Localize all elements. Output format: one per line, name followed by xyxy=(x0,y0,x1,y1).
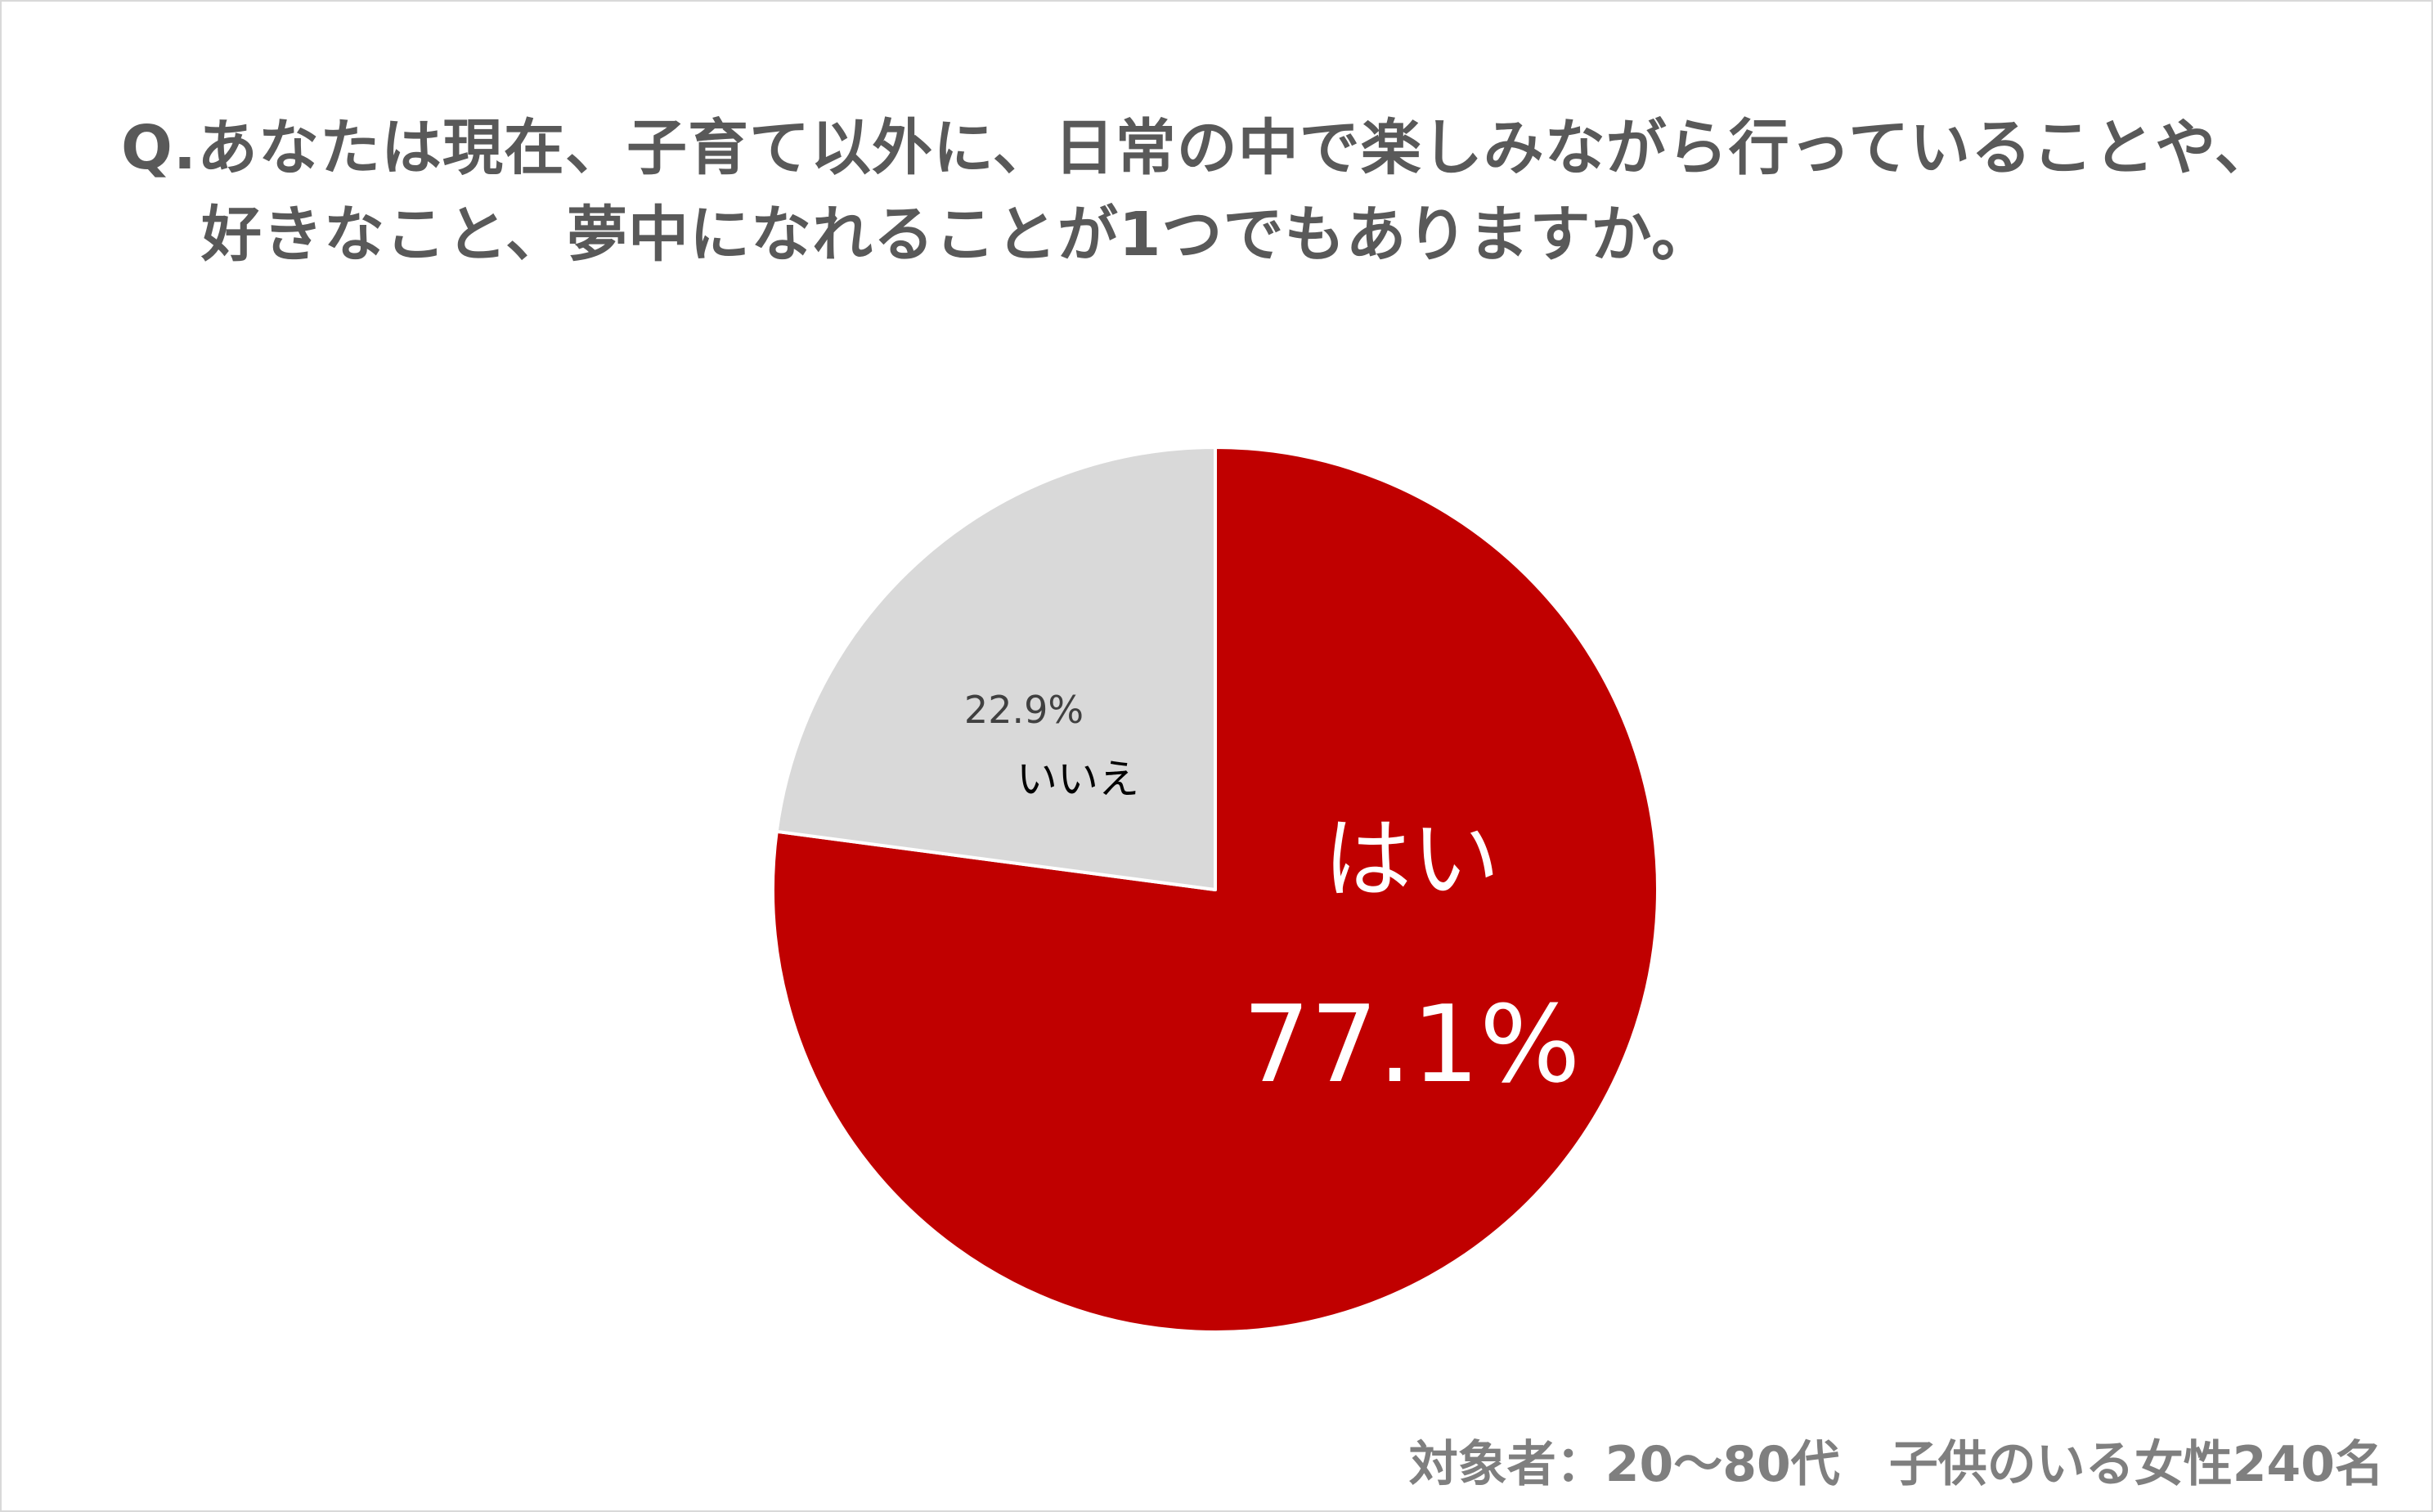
pie-slice-no xyxy=(774,446,1217,891)
pie-slices xyxy=(771,446,1659,1334)
title-line-2: 好きなこと、夢中になれることが1つでもありますか。 xyxy=(201,200,1713,270)
slice-label-no: いいえ xyxy=(1017,756,1139,803)
pie-labels: はい 77.1% いいえ 22.9% xyxy=(964,688,1581,1106)
chart-title: Q.あなたは現在、子育て以外に、日常の中で楽しみながら行っていることや、 好きな… xyxy=(121,105,2276,278)
respondent-footnote: 対象者：20～80代 子供のいる女性240名 xyxy=(1408,1436,2384,1493)
slice-label-yes: はい xyxy=(1323,809,1500,911)
title-line-1: Q.あなたは現在、子育て以外に、日常の中で楽しみながら行っていることや、 xyxy=(121,113,2276,183)
slice-value-yes: 77.1% xyxy=(1243,982,1581,1106)
slice-value-no: 22.9% xyxy=(964,688,1084,732)
